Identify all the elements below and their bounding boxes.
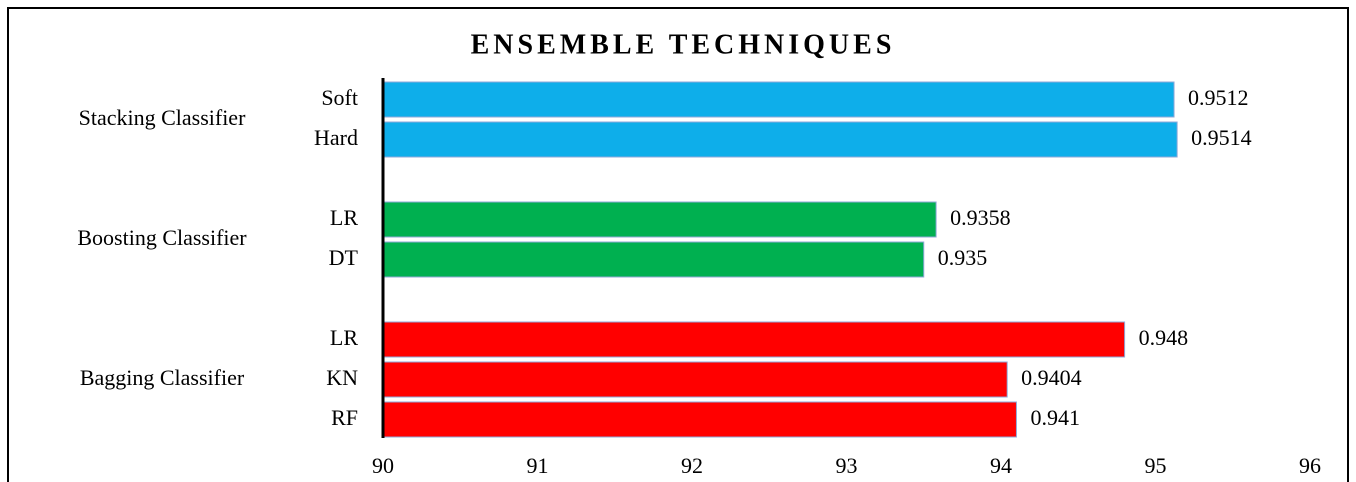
- category-label: DT: [329, 245, 359, 270]
- bar: [382, 241, 925, 278]
- category-label: KN: [326, 365, 358, 390]
- x-tick-label: 90: [372, 453, 394, 478]
- bar: [382, 121, 1178, 158]
- chart-frame: [7, 7, 1349, 482]
- bar: [382, 401, 1017, 438]
- x-tick-label: 94: [990, 453, 1012, 478]
- bar: [382, 81, 1175, 118]
- value-label: 0.935: [938, 245, 988, 270]
- x-tick-label: 91: [527, 453, 549, 478]
- value-label: 0.9358: [950, 205, 1011, 230]
- bar: [382, 201, 937, 238]
- group-label: Stacking Classifier: [79, 105, 246, 130]
- bar: [382, 361, 1008, 398]
- chart-title: ENSEMBLE TECHNIQUES: [471, 29, 896, 60]
- group-label: Bagging Classifier: [80, 365, 245, 390]
- category-label: RF: [331, 405, 358, 430]
- value-label: 0.941: [1030, 405, 1080, 430]
- category-label: Soft: [321, 85, 358, 110]
- category-label: LR: [330, 205, 358, 230]
- x-tick-label: 92: [681, 453, 703, 478]
- category-label: Hard: [314, 125, 358, 150]
- value-label: 0.9404: [1021, 365, 1081, 390]
- value-label: 0.9514: [1191, 125, 1252, 150]
- bar: [382, 321, 1126, 358]
- x-tick-label: 96: [1299, 453, 1321, 478]
- value-label: 0.9512: [1188, 85, 1249, 110]
- value-label: 0.948: [1139, 325, 1189, 350]
- category-label: LR: [330, 325, 358, 350]
- x-tick-label: 93: [836, 453, 858, 478]
- group-label: Boosting Classifier: [77, 225, 247, 250]
- x-tick-label: 95: [1145, 453, 1167, 478]
